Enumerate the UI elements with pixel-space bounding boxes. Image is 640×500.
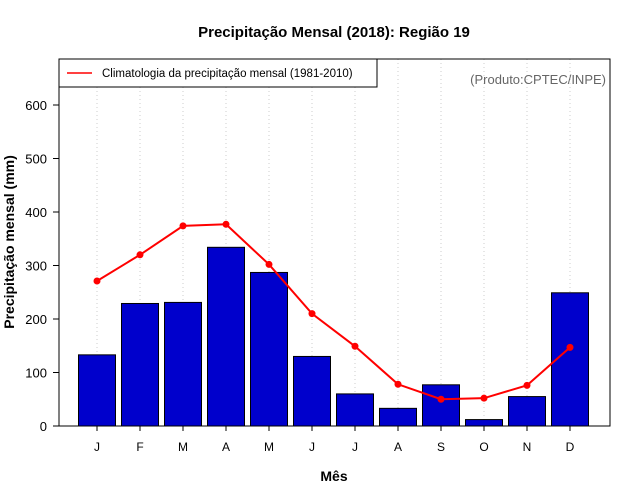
climatology-point-6 xyxy=(351,342,359,350)
bar-4 xyxy=(250,271,288,427)
x-tick-label: J xyxy=(309,440,315,454)
x-tick-label: M xyxy=(178,440,188,454)
x-tick-label: J xyxy=(94,440,100,454)
chart-title: Precipitação Mensal (2018): Região 19 xyxy=(198,24,470,41)
x-tick-label: S xyxy=(437,440,445,454)
legend: Climatologia da precipitação mensal (198… xyxy=(58,58,378,88)
bar-1 xyxy=(121,302,159,427)
bar-6 xyxy=(336,393,374,427)
y-tick-label: 300 xyxy=(25,259,47,274)
legend-label: Climatologia da precipitação mensal (198… xyxy=(102,68,353,80)
y-tick-label: 500 xyxy=(25,152,47,167)
climatology-point-5 xyxy=(308,310,316,318)
y-tick-label: 400 xyxy=(25,205,47,220)
x-tick-label: M xyxy=(264,440,274,454)
climatology-point-9 xyxy=(480,394,488,402)
y-axis: 0 100 200 300 400 500 600 xyxy=(25,98,59,434)
bar-5 xyxy=(293,355,331,427)
legend-box xyxy=(58,58,378,88)
climatology-series xyxy=(93,220,574,403)
climatology-point-7 xyxy=(394,380,402,388)
climatology-point-0 xyxy=(93,277,101,285)
climatology-point-8 xyxy=(437,395,445,403)
climatology-point-2 xyxy=(179,222,187,230)
bar-10 xyxy=(508,396,546,427)
climatology-line xyxy=(96,223,571,401)
bar-9 xyxy=(465,419,503,427)
source-credit: (Produto:CPTEC/INPE) xyxy=(470,72,606,87)
x-tick-label: A xyxy=(394,440,402,454)
x-axis-title: Mês xyxy=(320,468,347,484)
bar-7 xyxy=(379,407,417,427)
bar-2 xyxy=(164,301,202,427)
climatology-point-1 xyxy=(136,251,144,259)
bar-3 xyxy=(207,246,245,427)
y-tick-label: 600 xyxy=(25,98,47,113)
y-tick-label: 200 xyxy=(25,312,47,327)
bar-0 xyxy=(78,354,116,427)
bar-8 xyxy=(422,384,460,427)
climatology-point-10 xyxy=(523,381,531,389)
x-tick-label: O xyxy=(479,440,488,454)
y-tick-label: 100 xyxy=(25,366,47,381)
x-tick-label: F xyxy=(136,440,143,454)
bar-series xyxy=(78,246,589,427)
climatology-point-11 xyxy=(566,343,574,351)
x-tick-label: J xyxy=(352,440,358,454)
y-axis-title: Precipitação mensal (mm) xyxy=(1,155,17,329)
x-tick-label: A xyxy=(222,440,230,454)
climatology-point-3 xyxy=(222,220,230,228)
x-tick-label: N xyxy=(523,440,532,454)
y-tick-label: 0 xyxy=(40,419,47,434)
climatology-point-4 xyxy=(265,260,273,268)
x-tick-label: D xyxy=(566,440,575,454)
